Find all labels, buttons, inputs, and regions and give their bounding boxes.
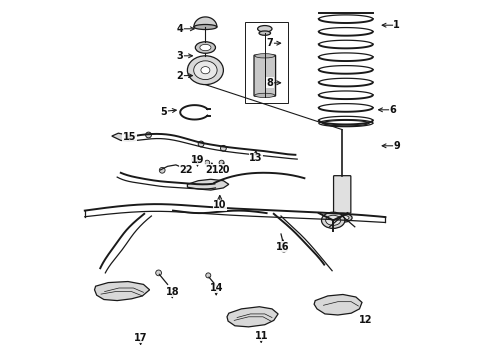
Text: 14: 14: [209, 283, 223, 293]
Ellipse shape: [326, 215, 341, 225]
Text: 7: 7: [267, 38, 273, 48]
Circle shape: [159, 167, 165, 173]
Text: 15: 15: [122, 132, 136, 142]
Text: 20: 20: [217, 165, 230, 175]
Circle shape: [280, 245, 288, 252]
Text: 9: 9: [393, 141, 400, 151]
Polygon shape: [194, 17, 217, 27]
Circle shape: [192, 157, 197, 163]
Polygon shape: [227, 307, 278, 327]
Ellipse shape: [194, 24, 217, 30]
Text: 19: 19: [191, 155, 204, 165]
Ellipse shape: [187, 56, 223, 85]
Text: 13: 13: [249, 153, 263, 163]
Text: 10: 10: [213, 200, 226, 210]
Polygon shape: [314, 294, 362, 315]
Text: 1: 1: [393, 20, 400, 30]
Text: 17: 17: [134, 333, 147, 343]
Ellipse shape: [255, 54, 275, 58]
Circle shape: [146, 132, 151, 138]
Text: 11: 11: [254, 330, 268, 341]
Text: 8: 8: [267, 78, 273, 88]
FancyBboxPatch shape: [334, 176, 351, 213]
Ellipse shape: [196, 42, 216, 53]
Text: 12: 12: [359, 315, 373, 325]
Polygon shape: [95, 282, 149, 301]
Ellipse shape: [194, 61, 217, 80]
FancyBboxPatch shape: [254, 55, 275, 96]
Text: 16: 16: [276, 242, 290, 252]
Circle shape: [206, 273, 211, 278]
Ellipse shape: [201, 67, 210, 74]
Text: 6: 6: [390, 105, 396, 115]
Text: 22: 22: [179, 165, 193, 175]
Circle shape: [156, 270, 162, 276]
Ellipse shape: [335, 215, 349, 220]
Polygon shape: [112, 133, 133, 141]
Ellipse shape: [200, 44, 211, 51]
Text: 18: 18: [166, 287, 179, 297]
Circle shape: [205, 160, 210, 165]
Circle shape: [219, 160, 224, 165]
Text: 21: 21: [205, 165, 219, 175]
Ellipse shape: [255, 93, 275, 98]
Circle shape: [220, 145, 226, 151]
Text: 2: 2: [176, 71, 183, 81]
Text: 5: 5: [160, 107, 167, 117]
Ellipse shape: [258, 26, 272, 32]
Bar: [245, 22, 288, 103]
Ellipse shape: [321, 212, 345, 228]
Ellipse shape: [332, 213, 352, 222]
Ellipse shape: [259, 31, 270, 35]
Text: 3: 3: [176, 51, 183, 61]
Circle shape: [198, 141, 204, 147]
Polygon shape: [187, 179, 229, 190]
Text: 4: 4: [176, 24, 183, 34]
